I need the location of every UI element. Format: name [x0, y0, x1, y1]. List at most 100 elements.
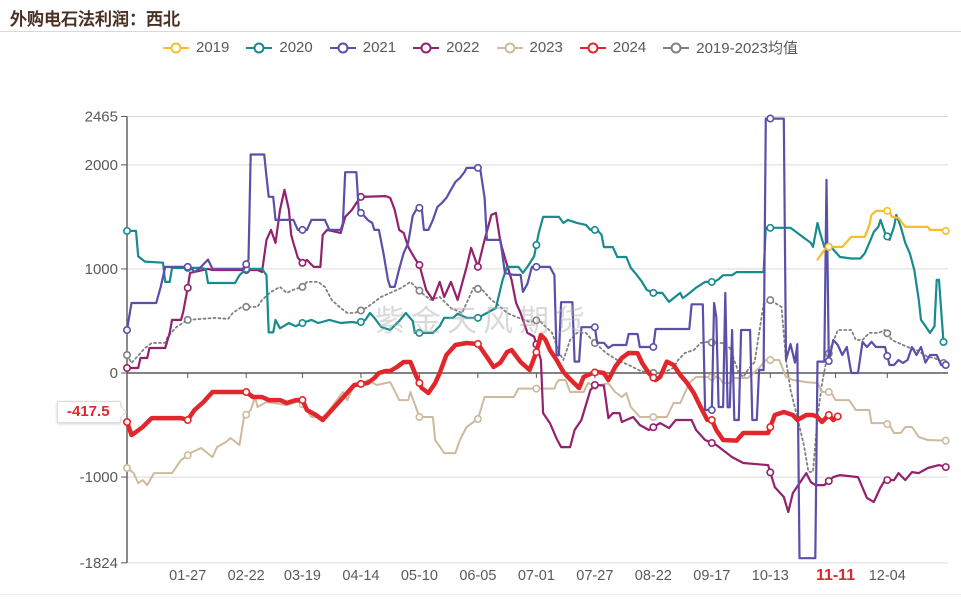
series-marker-2023	[473, 414, 482, 423]
legend-dot-icon	[587, 42, 599, 53]
x-axis-label: 07-01	[518, 568, 555, 584]
series-marker-2024	[824, 411, 833, 420]
series-marker-2020	[298, 319, 307, 328]
x-axis-label: 07-27	[576, 568, 613, 584]
series-marker-2024	[298, 396, 307, 405]
legend-line-icon	[496, 42, 523, 53]
legend-dot-icon	[337, 42, 349, 53]
series-marker-2022	[649, 423, 658, 432]
series-marker-2019-2023均值	[532, 316, 541, 325]
series-marker-2024	[649, 373, 658, 382]
series-marker-2021	[766, 114, 775, 123]
series-marker-2022	[824, 477, 833, 486]
series-marker-2022	[183, 283, 192, 292]
series-marker-2021	[415, 203, 424, 212]
legend-item-2022[interactable]: 2022	[413, 39, 480, 56]
series-marker-2022	[590, 380, 599, 389]
series-marker-2019-2023均值	[242, 302, 251, 311]
legend-label: 2019	[196, 39, 230, 56]
series-marker-2022	[415, 260, 424, 269]
title-divider	[0, 31, 961, 32]
series-marker-2020	[415, 328, 424, 337]
series-marker-2021	[473, 163, 482, 172]
series-marker-2021	[298, 225, 307, 234]
series-marker-2022	[883, 476, 892, 485]
series-marker-2020	[356, 318, 365, 327]
legend-label: 2021	[362, 39, 397, 56]
series-marker-2020	[473, 313, 482, 322]
series-marker-2022	[766, 468, 775, 477]
series-marker-2021	[649, 342, 658, 351]
series-marker-2020	[123, 226, 132, 235]
series-marker-2019-2023均值	[183, 315, 192, 324]
legend-line-icon	[163, 42, 189, 53]
series-marker-2020	[883, 232, 892, 241]
series-marker-2023	[415, 413, 424, 422]
series-marker-2024	[833, 412, 842, 421]
y-axis-label: 0	[110, 365, 118, 382]
series-marker-2022	[123, 364, 132, 373]
legend-item-2019[interactable]: 2019	[163, 39, 229, 56]
x-axis-label: 04-14	[342, 568, 379, 584]
series-marker-2019	[883, 206, 892, 215]
series-marker-2021	[242, 260, 251, 269]
series-marker-2021	[356, 208, 365, 217]
series-marker-2023	[183, 451, 192, 460]
series-marker-2024	[532, 348, 541, 357]
series-marker-2019-2023均值	[473, 284, 482, 293]
series-marker-2023	[883, 420, 892, 429]
series-marker-2024	[356, 379, 365, 388]
series-marker-2024	[766, 423, 775, 432]
series-marker-2021	[824, 357, 833, 366]
legend-dot-icon	[253, 42, 265, 53]
series-marker-2024	[473, 339, 482, 348]
series-marker-2024	[183, 416, 192, 425]
y-axis-label: 1000	[85, 261, 118, 278]
x-axis-label: 06-05	[459, 568, 496, 584]
legend-line-icon	[413, 42, 440, 53]
series-marker-2019-2023均值	[883, 329, 892, 338]
series-marker-2022	[941, 463, 950, 472]
legend-label: 2020	[279, 39, 313, 56]
legend-item-2019-2023均值[interactable]: 2019-2023均值	[663, 37, 798, 58]
series-marker-2024	[707, 416, 716, 425]
x-axis-label: 10-13	[752, 568, 789, 584]
series-marker-2022	[707, 439, 716, 448]
y-axis-label: 2465	[85, 108, 118, 125]
series-marker-2024	[123, 418, 132, 427]
series-line-2024	[124, 332, 841, 443]
x-axis-label: 08-22	[635, 568, 672, 584]
series-marker-2024	[415, 378, 424, 387]
series-marker-2020	[590, 225, 599, 234]
legend-item-2023[interactable]: 2023	[496, 39, 563, 56]
series-line-2021	[125, 117, 947, 560]
series-marker-2019	[941, 226, 950, 235]
latest-value-label: -417.5	[67, 403, 110, 420]
bottom-divider	[0, 594, 961, 595]
legend-dot-icon	[504, 42, 515, 53]
series-marker-2021	[183, 262, 192, 271]
legend-label: 2024	[612, 39, 647, 56]
series-marker-2019-2023均值	[298, 282, 307, 291]
legend-item-2021[interactable]: 2021	[329, 39, 397, 56]
series-marker-2021	[707, 406, 716, 415]
y-axis-label: -1000	[80, 469, 118, 486]
series-marker-2022	[473, 262, 482, 271]
series-marker-2023	[242, 410, 251, 419]
series-marker-2023	[766, 355, 775, 364]
legend-line-icon	[663, 42, 690, 53]
series-line-2019	[816, 209, 947, 261]
legend-line-icon	[329, 42, 356, 53]
legend-item-2020[interactable]: 2020	[246, 39, 313, 56]
series-marker-2019	[824, 242, 833, 251]
series-marker-2019-2023均值	[356, 306, 365, 315]
legend-item-2024[interactable]: 2024	[579, 39, 647, 56]
series-marker-2019-2023均值	[415, 286, 424, 295]
series-marker-2023	[123, 464, 132, 473]
x-axis-label: 12-04	[869, 568, 906, 584]
x-axis-label: 01-27	[169, 568, 206, 584]
x-axis-label: 05-10	[401, 568, 438, 584]
series-marker-2023	[649, 413, 658, 422]
series-marker-2020	[766, 223, 775, 232]
